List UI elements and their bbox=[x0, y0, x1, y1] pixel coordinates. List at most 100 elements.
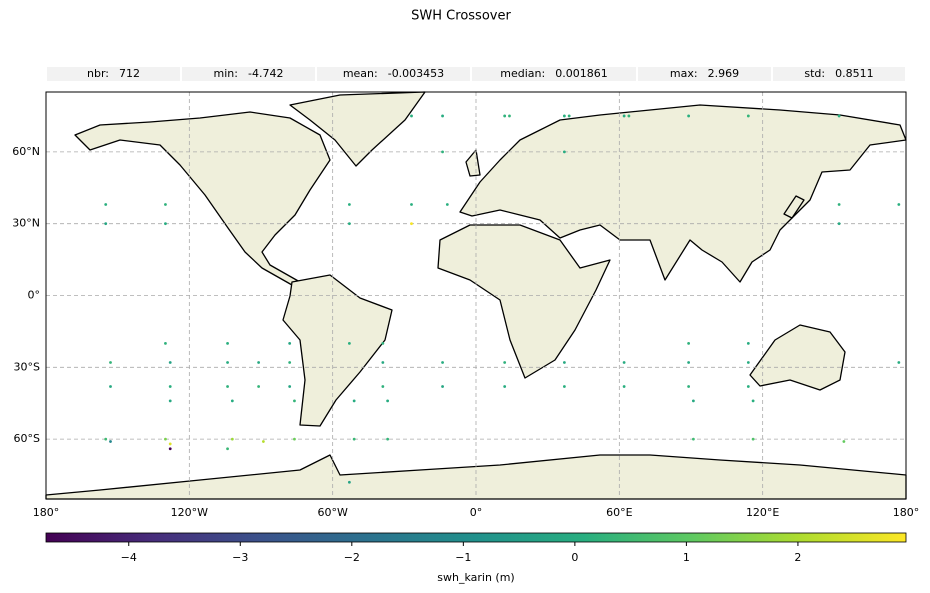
x-tick-label: 180° bbox=[33, 506, 60, 519]
data-point bbox=[627, 114, 631, 118]
stat-label: median: bbox=[500, 67, 545, 80]
data-point bbox=[352, 437, 356, 441]
data-point bbox=[288, 361, 292, 364]
data-point bbox=[168, 442, 172, 446]
data-point bbox=[168, 399, 172, 403]
ticks: 180° 120°W 60°W 0° 60°E 120°E 180° 60°S 30°S 0° 30… bbox=[12, 145, 919, 519]
data-point bbox=[164, 341, 167, 345]
data-point bbox=[410, 203, 413, 206]
eurasia bbox=[459, 104, 907, 283]
stat-text: std: 0.8511 bbox=[804, 67, 873, 80]
australia bbox=[749, 324, 846, 391]
data-point bbox=[562, 150, 566, 154]
data-point bbox=[352, 399, 356, 403]
data-point bbox=[441, 150, 444, 154]
data-point bbox=[410, 222, 413, 226]
data-point bbox=[386, 437, 390, 441]
data-point bbox=[622, 361, 626, 364]
data-point bbox=[622, 385, 626, 388]
data-point bbox=[293, 399, 296, 403]
y-tick-label: 0° bbox=[28, 289, 41, 302]
data-point bbox=[261, 440, 265, 443]
x-tick-label: 60°W bbox=[317, 506, 347, 519]
y-tick-label: 60°N bbox=[12, 145, 40, 158]
data-point bbox=[230, 399, 234, 403]
data-point bbox=[164, 437, 167, 441]
x-tick-label: 0° bbox=[470, 506, 483, 519]
stat-text: mean: -0.003453 bbox=[343, 67, 444, 80]
data-point bbox=[687, 341, 691, 345]
data-point bbox=[837, 203, 841, 206]
y-tick-label: 60°S bbox=[14, 432, 40, 445]
data-point bbox=[288, 385, 292, 388]
data-point bbox=[687, 361, 691, 364]
data-point bbox=[109, 385, 112, 388]
stat-text: median: 0.001861 bbox=[500, 67, 607, 80]
greenland bbox=[289, 91, 426, 167]
stat-box bbox=[472, 67, 636, 81]
data-point bbox=[226, 341, 229, 345]
colorbar-label: swh_karin (m) bbox=[437, 571, 514, 584]
north-america bbox=[74, 111, 331, 286]
data-point bbox=[347, 203, 351, 206]
data-point bbox=[441, 361, 444, 364]
stat-label: std: bbox=[804, 67, 825, 80]
stat-value: 0.8511 bbox=[835, 67, 874, 80]
stat-value: 2.969 bbox=[708, 67, 740, 80]
data-point bbox=[109, 361, 112, 364]
stat-label: min: bbox=[214, 67, 238, 80]
stat-value: -4.742 bbox=[248, 67, 283, 80]
data-point bbox=[503, 385, 507, 388]
data-point bbox=[562, 114, 566, 118]
stat-value: -0.003453 bbox=[388, 67, 444, 80]
points bbox=[104, 114, 901, 484]
stats-bar: nbr: 712 min: -4.742 mean: -0.003453 median: 0.… bbox=[47, 67, 905, 81]
data-point bbox=[168, 447, 172, 451]
data-point bbox=[746, 385, 750, 388]
colorbar bbox=[45, 532, 907, 543]
data-point bbox=[441, 385, 444, 388]
data-point bbox=[386, 399, 390, 403]
data-point bbox=[622, 114, 626, 118]
data-point bbox=[746, 341, 750, 345]
data-point bbox=[691, 399, 695, 403]
stat-box bbox=[638, 67, 771, 81]
map-frame bbox=[45, 91, 907, 500]
data-point bbox=[347, 222, 351, 226]
stat-box bbox=[182, 67, 315, 81]
data-point bbox=[503, 114, 507, 118]
stat-box bbox=[317, 67, 470, 81]
stat-text: nbr: 712 bbox=[87, 67, 140, 80]
data-point bbox=[288, 341, 292, 345]
data-point bbox=[508, 114, 511, 118]
data-point bbox=[897, 203, 901, 206]
stat-box bbox=[47, 67, 180, 81]
colorbar-tick-label: −3 bbox=[232, 551, 248, 564]
x-tick-label: 120°E bbox=[746, 506, 779, 519]
data-point bbox=[104, 203, 108, 206]
stat-box bbox=[773, 67, 905, 81]
chart-title: SWH Crossover bbox=[411, 9, 511, 24]
x-tick-label: 180° bbox=[893, 506, 920, 519]
data-point bbox=[381, 361, 385, 364]
data-point bbox=[746, 361, 750, 364]
data-point bbox=[897, 361, 901, 364]
stat-label: max: bbox=[670, 67, 698, 80]
data-point bbox=[164, 203, 167, 206]
data-point bbox=[104, 222, 108, 226]
data-point bbox=[410, 114, 413, 118]
data-point bbox=[567, 114, 571, 118]
data-point bbox=[164, 222, 167, 226]
data-point bbox=[347, 341, 351, 345]
data-point bbox=[837, 222, 841, 226]
y-tick-label: 30°N bbox=[12, 217, 40, 230]
data-point bbox=[104, 437, 108, 441]
y-tick-label: 30°S bbox=[14, 360, 40, 373]
colorbar-tick-label: 2 bbox=[794, 551, 801, 564]
data-point bbox=[751, 437, 755, 441]
data-point bbox=[257, 385, 261, 388]
data-point bbox=[842, 440, 846, 443]
data-point bbox=[226, 447, 229, 451]
data-point bbox=[562, 385, 566, 388]
